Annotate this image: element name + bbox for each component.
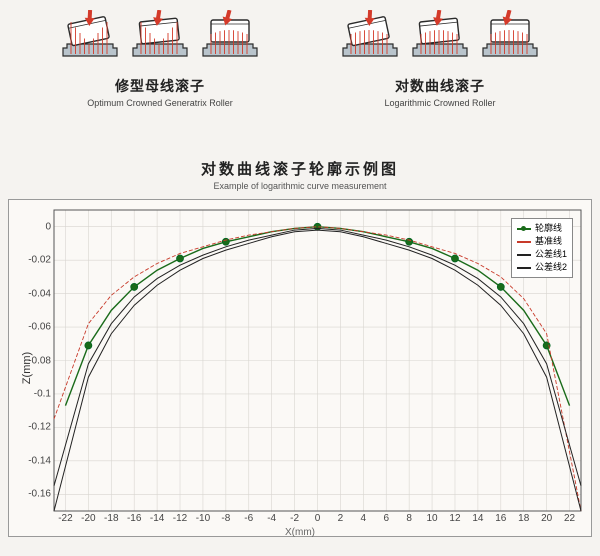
roller-types-section: 修型母线滚子 Optimum Crowned Generatrix Roller [0,0,600,150]
xtick-label: -6 [244,513,253,524]
ytick-label: -0.12 [28,422,51,433]
plot-region: 0-0.02-0.04-0.06-0.08-0.1-0.12-0.14-0.16… [54,210,581,511]
xtick-label: 4 [361,513,367,524]
roller-diagram-optimum-0 [59,10,121,68]
legend-label: 基准线 [535,235,562,248]
logarithmic-roller-group: 对数曲线滚子 Logarithmic Crowned Roller [339,10,541,108]
xtick-label: -8 [221,513,230,524]
xtick-label: 22 [564,513,575,524]
ytick-label: -0.14 [28,455,51,466]
legend-item: 基准线 [517,235,567,248]
logarithmic-roller-label-en: Logarithmic Crowned Roller [339,98,541,108]
legend-swatch-icon [517,254,531,256]
xtick-label: 20 [541,513,552,524]
chart-legend: 轮廓线基准线公差线1公差线2 [511,218,573,278]
xtick-label: -4 [267,513,276,524]
xtick-label: -18 [104,513,118,524]
xtick-label: 18 [518,513,529,524]
xtick-label: -20 [81,513,95,524]
xtick-label: -14 [150,513,164,524]
legend-label: 公差线2 [535,261,567,274]
chart-area: Z(mm) 0-0.02-0.04-0.06-0.08-0.1-0.12-0.1… [8,199,592,537]
optimum-roller-label-en: Optimum Crowned Generatrix Roller [59,98,261,108]
legend-swatch-icon [517,228,531,230]
chart-title: 对数曲线滚子轮廓示例图 Example of logarithmic curve… [0,158,600,191]
roller-diagram-logarithmic-2 [479,10,541,68]
xtick-label: 0 [315,513,321,524]
xtick-label: 14 [472,513,483,524]
legend-label: 公差线1 [535,248,567,261]
ytick-label: -0.06 [28,322,51,333]
ytick-label: -0.08 [28,355,51,366]
optimum-roller-group: 修型母线滚子 Optimum Crowned Generatrix Roller [59,10,261,108]
xtick-label: 8 [406,513,412,524]
legend-swatch-icon [517,241,531,243]
xtick-label: 10 [427,513,438,524]
ytick-label: 0 [45,221,51,232]
logarithmic-roller-diagrams [339,10,541,68]
xtick-label: -2 [290,513,299,524]
roller-diagram-optimum-2 [199,10,261,68]
xtick-label: 12 [449,513,460,524]
xtick-label: 16 [495,513,506,524]
ytick-label: -0.16 [28,489,51,500]
xtick-label: 2 [338,513,344,524]
xtick-label: -22 [58,513,72,524]
xtick-label: -10 [196,513,210,524]
logarithmic-roller-label-cn: 对数曲线滚子 [339,76,541,96]
ytick-label: -0.04 [28,288,51,299]
x-axis-label: X(mm) [285,527,315,538]
optimum-roller-label-cn: 修型母线滚子 [59,76,261,96]
xtick-label: 6 [383,513,389,524]
chart-title-cn: 对数曲线滚子轮廓示例图 [0,158,600,179]
ytick-label: -0.1 [34,388,51,399]
legend-label: 轮廓线 [535,222,562,235]
legend-item: 公差线2 [517,261,567,274]
legend-item: 公差线1 [517,248,567,261]
xtick-label: -16 [127,513,141,524]
roller-diagram-logarithmic-1 [409,10,471,68]
legend-swatch-icon [517,267,531,269]
optimum-roller-diagrams [59,10,261,68]
ytick-label: -0.02 [28,255,51,266]
roller-diagram-logarithmic-0 [339,10,401,68]
legend-item: 轮廓线 [517,222,567,235]
roller-diagram-optimum-1 [129,10,191,68]
chart-title-en: Example of logarithmic curve measurement [0,181,600,191]
xtick-label: -12 [173,513,187,524]
